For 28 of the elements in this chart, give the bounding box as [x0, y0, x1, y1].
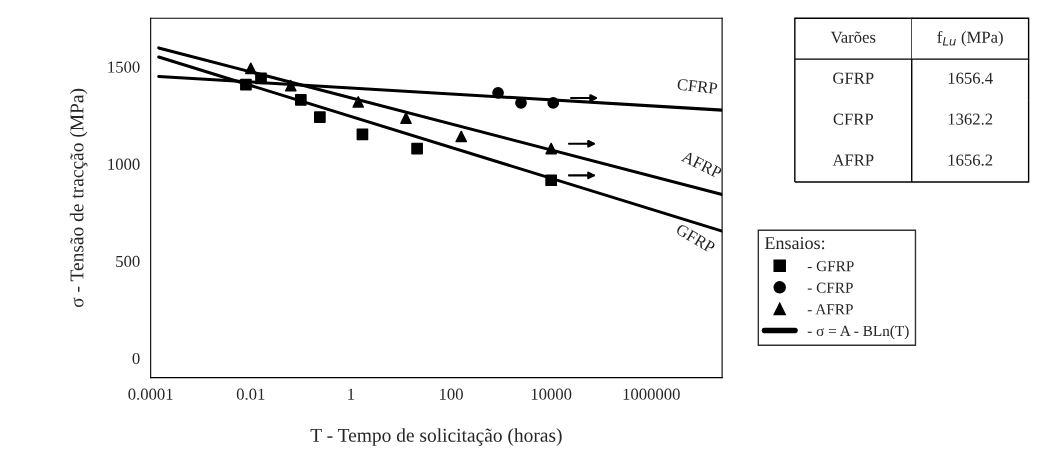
- y-tick-label: 0: [132, 352, 140, 365]
- x-tick-label: 100: [439, 388, 463, 400]
- text: f$_{Lu}$ (MPa): [937, 30, 1003, 47]
- legend-label: - CFRP: [807, 282, 853, 293]
- x-tick-label: 1: [348, 388, 355, 400]
- legend-label: - GFRP: [807, 261, 854, 272]
- text: 1656.4: [948, 72, 993, 84]
- x-tick-label: 0.01: [236, 388, 265, 400]
- y-axis-title: σ - Tensão de tracção (MPa): [69, 88, 88, 308]
- legend-title: Ensaios:: [764, 237, 825, 250]
- x-tick-label: 1000000: [623, 388, 680, 400]
- text: AFRP: [680, 150, 723, 179]
- x-axis-title: T - Tempo de solicitação (horas): [310, 428, 562, 446]
- legend-label: - AFRP: [807, 304, 853, 315]
- y-tick-label: 1000: [108, 158, 140, 170]
- text: - σ = A - BLn(T): [807, 325, 909, 340]
- text: CFRP: [677, 78, 718, 95]
- text: GFRP: [675, 223, 716, 254]
- text: GFRP: [833, 72, 874, 84]
- text: CFRP: [833, 113, 873, 125]
- text: AFRP: [832, 154, 874, 166]
- text: 1362.2: [948, 113, 993, 125]
- y-tick-label: 1500: [108, 61, 140, 73]
- x-tick-label: 0.0001: [128, 388, 173, 400]
- x-tick-label: 10000: [531, 388, 572, 400]
- text: 1656.2: [948, 154, 993, 166]
- text: Varões: [830, 31, 876, 43]
- y-tick-label: 500: [116, 255, 140, 268]
